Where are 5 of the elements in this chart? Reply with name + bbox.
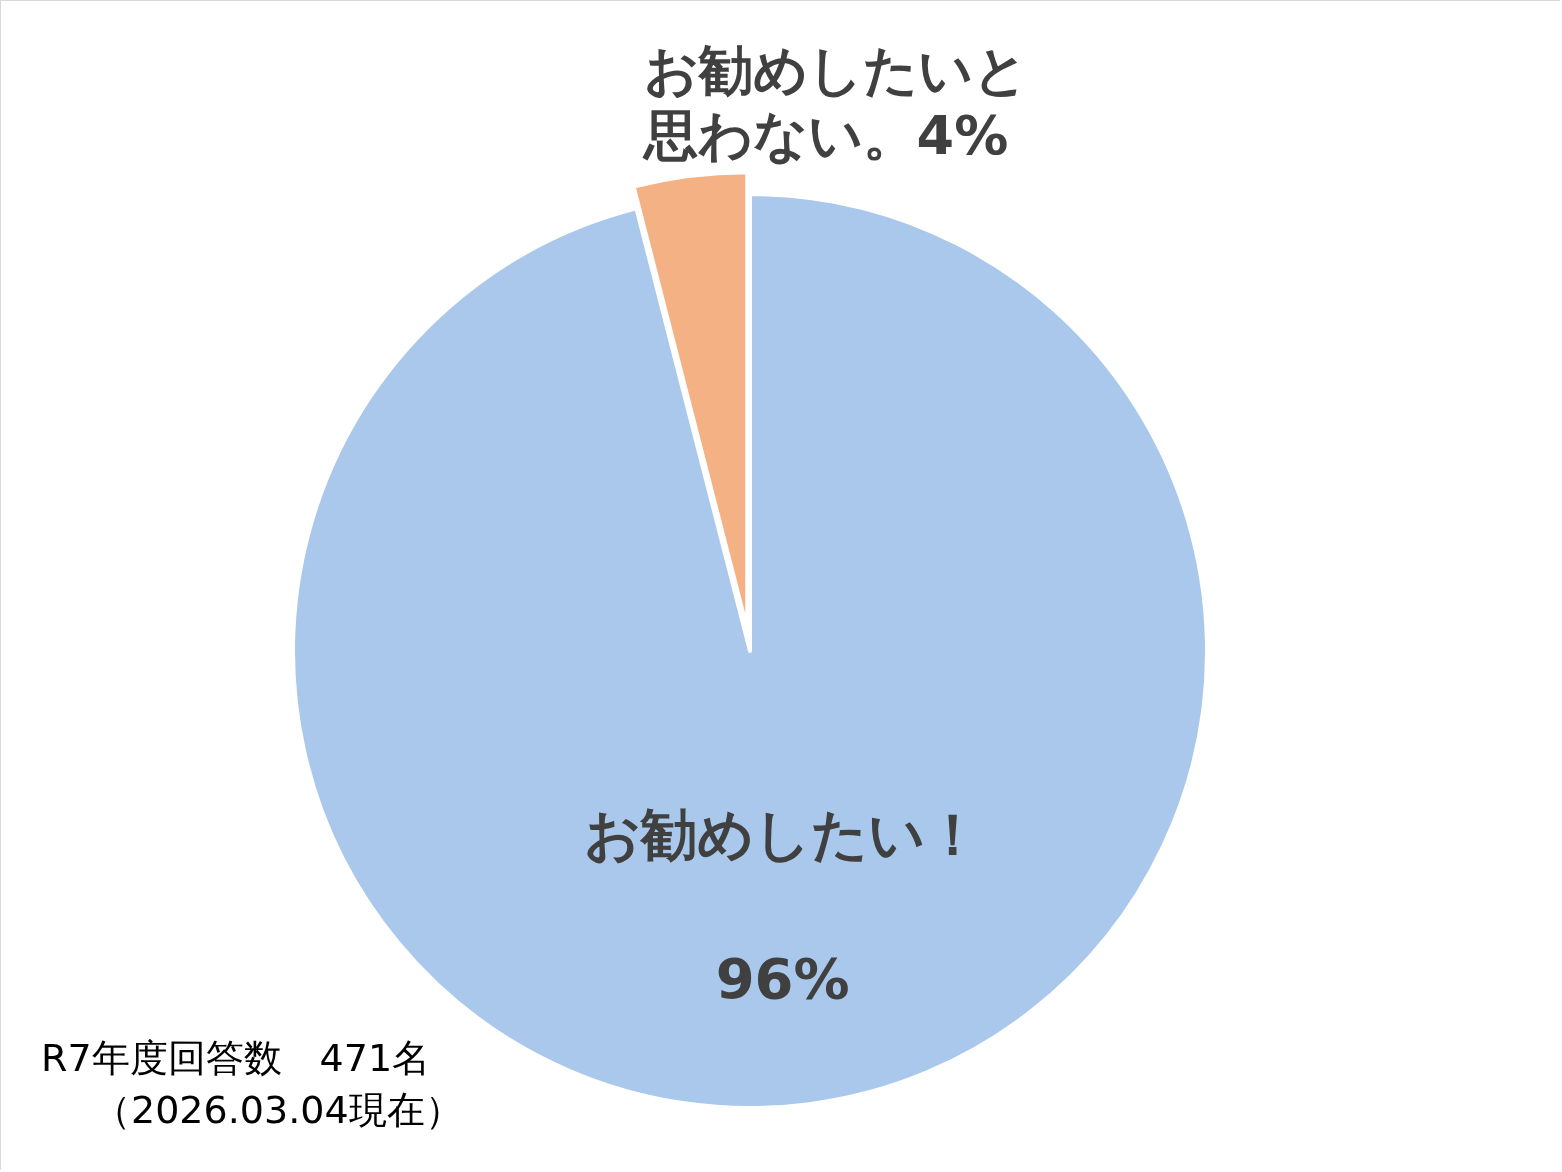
slice-label: お勧めしたい！: [584, 802, 982, 868]
text: （2026.03.04現在）: [93, 1088, 463, 1132]
data-label: 96%: [715, 946, 850, 1012]
text: R7年度回答数 471名: [41, 1036, 431, 1080]
slice-label: お勧めしたいと思わない。4%: [641, 39, 1028, 168]
